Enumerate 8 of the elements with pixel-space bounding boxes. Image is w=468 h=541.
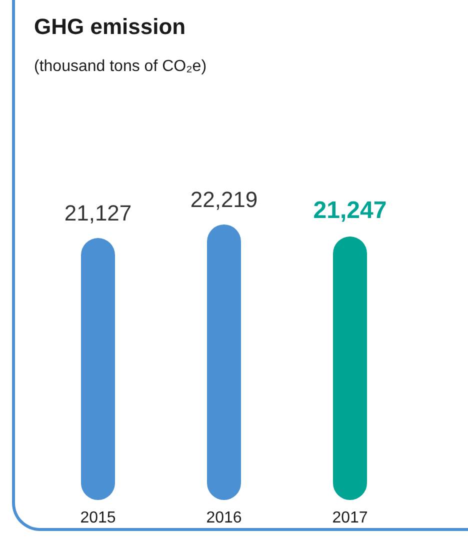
x-tick-label: 2016 xyxy=(206,510,242,526)
chart-title: GHG emission xyxy=(34,14,186,40)
data-label: 22,219 xyxy=(190,186,258,212)
data-label: 21,247 xyxy=(313,197,387,224)
data-label: 21,127 xyxy=(64,200,132,226)
chart-subtitle: (thousand tons of CO₂e) xyxy=(34,58,207,76)
x-tick-label: 2015 xyxy=(80,510,116,526)
x-tick-label: 2017 xyxy=(332,510,368,526)
